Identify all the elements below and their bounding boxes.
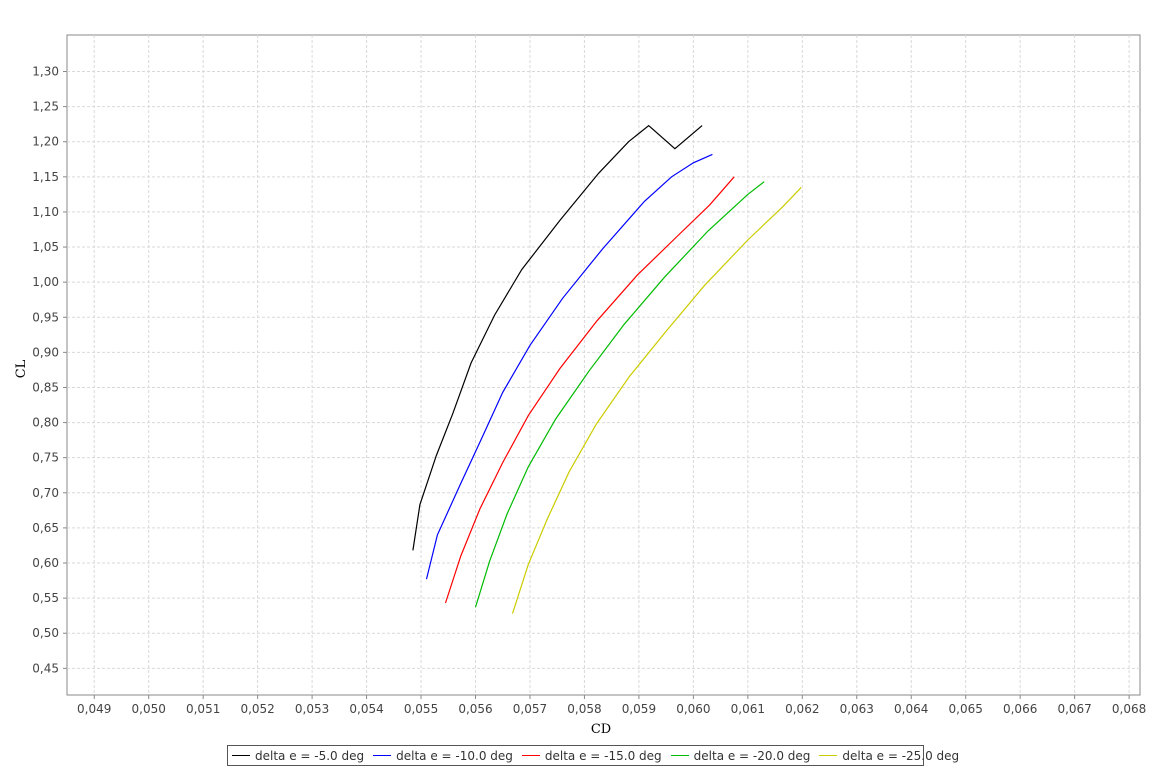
legend-label: delta e = -20.0 deg — [693, 748, 811, 763]
y-tick-label: 1,05 — [32, 240, 59, 254]
y-tick-label: 1,10 — [32, 205, 59, 219]
x-tick-label: 0,063 — [840, 702, 874, 716]
legend-item: delta e = -5.0 deg — [232, 749, 364, 763]
y-tick-label: 1,30 — [32, 65, 59, 79]
series-line-5 — [511, 186, 802, 614]
x-tick-label: 0,050 — [132, 702, 166, 716]
legend-swatch — [373, 755, 392, 756]
legend-swatch — [232, 755, 250, 756]
legend-label: delta e = -5.0 deg — [255, 748, 365, 763]
x-tick-label: 0,062 — [785, 702, 819, 716]
x-tick-label: 0,064 — [894, 702, 928, 716]
x-axis-title: CD — [591, 722, 611, 737]
plot-area — [66, 34, 1141, 696]
x-tick-label: 0,055 — [404, 702, 438, 716]
legend-swatch — [819, 755, 838, 756]
x-tick-label: 0,057 — [513, 702, 547, 716]
x-tick-label: 0,058 — [567, 702, 601, 716]
y-tick-label: 0,60 — [32, 556, 59, 570]
y-tick-label: 0,75 — [32, 451, 59, 465]
legend-item: delta e = -20.0 deg — [670, 748, 811, 763]
grid — [67, 35, 1140, 695]
y-tick-label: 0,85 — [32, 380, 59, 394]
y-tick-label: 1,20 — [32, 135, 59, 149]
y-tick-label: 1,15 — [32, 170, 59, 184]
x-tick-label: 0,053 — [295, 702, 329, 716]
x-tick-label: 0,066 — [1003, 702, 1037, 716]
x-axis-ticks: 0,049 0,050 0,051 0,052 0,053 0,054 0,055 0,056… — [77, 695, 1146, 716]
series-line-1 — [412, 124, 703, 551]
legend-label: delta e = -25.0 deg — [842, 748, 960, 763]
legend: delta e = -5.0 deg delta e = -10.0 deg del… — [227, 745, 959, 766]
y-tick-label: 0,50 — [32, 626, 59, 640]
series-lines — [412, 124, 802, 614]
y-tick-label: 0,70 — [32, 486, 59, 500]
x-tick-label: 0,067 — [1057, 702, 1091, 716]
y-tick-label: 0,95 — [32, 310, 59, 324]
series-line-3 — [444, 176, 735, 604]
x-tick-label: 0,059 — [622, 702, 656, 716]
x-tick-label: 0,065 — [949, 702, 983, 716]
y-tick-label: 1,00 — [32, 275, 59, 289]
x-tick-label: 0,060 — [676, 702, 710, 716]
x-tick-label: 0,049 — [77, 702, 111, 716]
legend-label: delta e = -10.0 deg — [396, 748, 513, 763]
x-tick-label: 0,061 — [731, 702, 765, 716]
legend-swatch — [521, 755, 540, 756]
x-tick-label: 0,051 — [186, 702, 220, 716]
legend-item: delta e = -15.0 deg — [521, 748, 662, 763]
y-tick-label: 0,55 — [32, 591, 59, 605]
y-axis-ticks: 0,45 0,50 0,55 0,60 0,65 0,70 0,75 0,80 0,85 0,90… — [32, 65, 67, 675]
y-tick-label: 0,90 — [32, 345, 59, 359]
legend-item: delta e = -10.0 deg — [373, 749, 513, 763]
y-tick-label: 0,80 — [32, 416, 59, 430]
legend-label: delta e = -15.0 deg — [544, 748, 662, 763]
series-line-2 — [425, 153, 713, 580]
series-line-4 — [474, 181, 765, 608]
x-tick-label: 0,054 — [349, 702, 383, 716]
y-tick-label: 0,45 — [32, 661, 59, 675]
y-axis-title: CL — [14, 359, 29, 378]
legend-swatch — [670, 755, 689, 756]
x-tick-label: 0,052 — [240, 702, 274, 716]
y-tick-label: 1,25 — [32, 100, 59, 114]
x-tick-label: 0,056 — [458, 702, 492, 716]
x-tick-label: 0,068 — [1112, 702, 1146, 716]
legend-item: delta e = -25.0 deg — [819, 749, 959, 763]
y-tick-label: 0,65 — [32, 521, 59, 535]
